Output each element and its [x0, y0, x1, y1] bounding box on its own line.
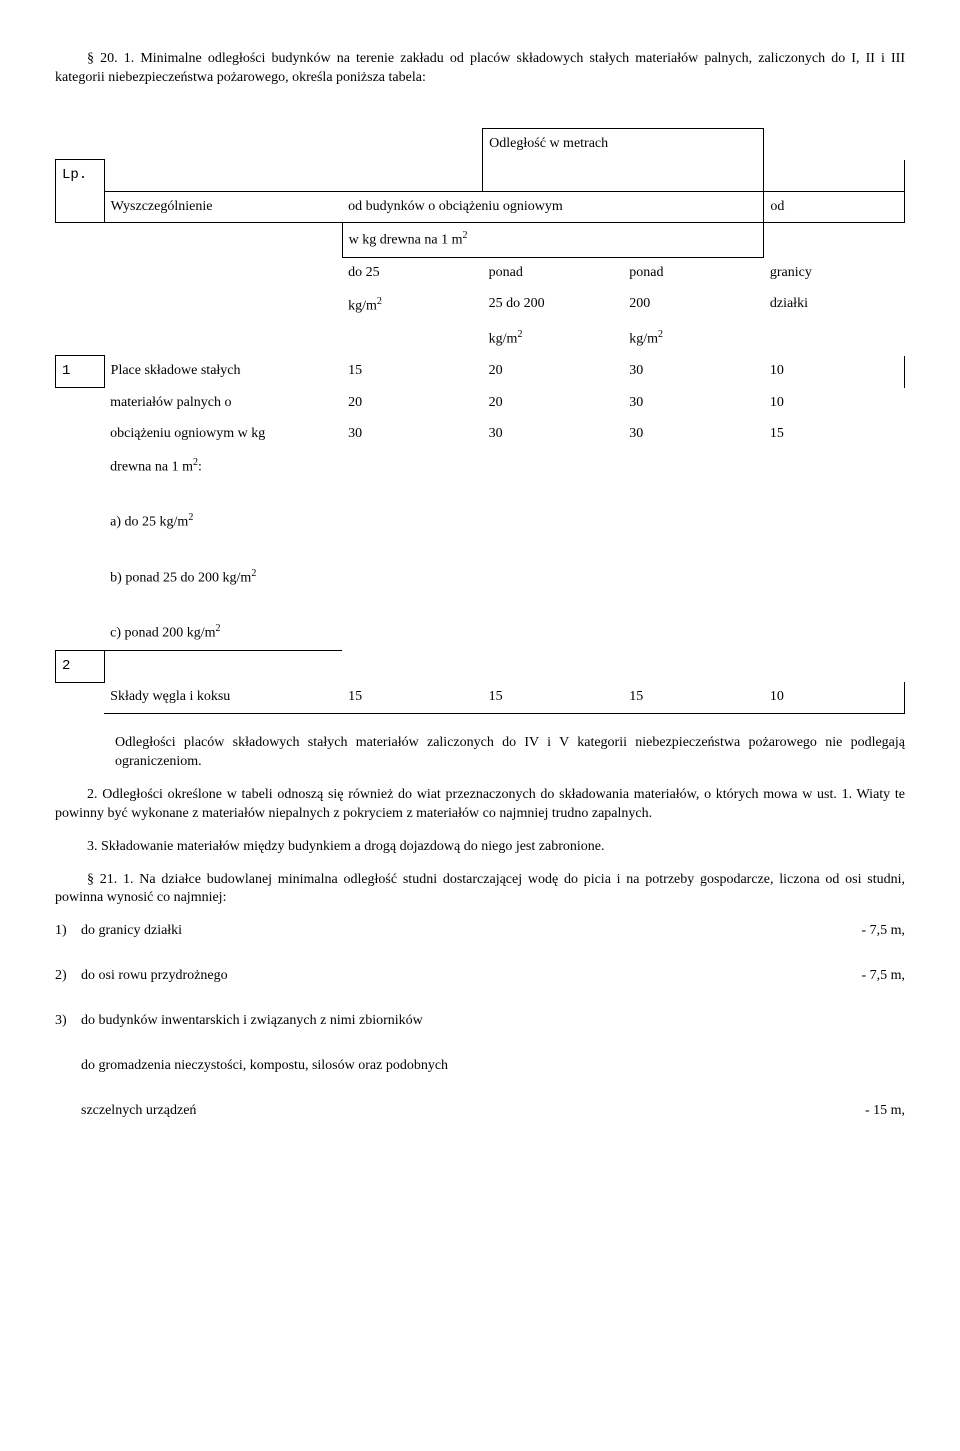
tbl-wkg: w kg drewna na 1 m2: [342, 223, 764, 258]
note-paragraph-1: Odległości placów składowych stałych mat…: [115, 734, 905, 772]
paragraph-3: 3. Składowanie materiałów między budynki…: [55, 838, 905, 857]
list-txt-2: do osi rowu przydrożnego: [81, 967, 825, 986]
tbl-do25: do 25: [342, 258, 483, 289]
tbl-sec1-h20: 20: [483, 356, 624, 388]
list-txt-1: do granicy działki: [81, 922, 825, 941]
tbl-r2c: 30: [623, 419, 764, 450]
tbl-kgm-c: kg/m2: [623, 322, 764, 356]
tbl-sec1-a: a) do 25 kg/m2: [104, 505, 342, 539]
tbl-r1d: 10: [764, 388, 905, 419]
tbl-od-bud: od budynków o obciążeniu ogniowym: [342, 191, 764, 223]
tbl-ponad2: ponad: [623, 258, 764, 289]
tbl-sec1-h10: 10: [764, 356, 905, 388]
tbl-dzialki: działki: [764, 289, 905, 323]
paragraph-2: 2. Odległości określone w tabeli odnoszą…: [55, 786, 905, 824]
tbl-kgm-b: kg/m2: [483, 322, 624, 356]
list-val-2: - 7,5 m,: [825, 967, 905, 986]
list-txt-3: do budynków inwentarskich i związanych z…: [81, 1012, 825, 1031]
list-item-3-sub1: do gromadzenia nieczystości, kompostu, s…: [81, 1057, 905, 1076]
tbl-r2a: 30: [342, 419, 483, 450]
list-txt-3-sub2: szczelnych urządzeń: [81, 1102, 825, 1121]
tbl-sec1-r2: obciążeniu ogniowym w kg: [104, 419, 342, 450]
tbl-od: od: [764, 191, 905, 223]
paragraph-21-1: § 21. 1. Na działce budowlanej minimalna…: [55, 871, 905, 909]
list-block: 1) do granicy działki - 7,5 m, 2) do osi…: [55, 922, 905, 1120]
tbl-sec2-b: 15: [483, 682, 624, 713]
list-num-2: 2): [55, 967, 81, 986]
distance-table: Odległość w metrach Lp. Wyszczególnienie…: [55, 128, 905, 714]
list-item-3: 3) do budynków inwentarskich i związanyc…: [55, 1012, 905, 1031]
list-item-3-sub2: szczelnych urządzeń - 15 m,: [81, 1102, 905, 1121]
intro-paragraph: § 20. 1. Minimalne odległości budynków n…: [55, 50, 905, 88]
tbl-wysz: Wyszczególnienie: [104, 191, 342, 223]
tbl-kgm-a: kg/m2: [342, 289, 483, 323]
tbl-lp2: 2: [56, 650, 105, 682]
tbl-sec2-a: 15: [342, 682, 483, 713]
list-item-2: 2) do osi rowu przydrożnego - 7,5 m,: [55, 967, 905, 986]
tbl-sec2-c: 15: [623, 682, 764, 713]
tbl-r2d: 15: [764, 419, 905, 450]
tbl-header-odl: Odległość w metrach: [483, 128, 764, 159]
tbl-sec1-b: b) ponad 25 do 200 kg/m2: [104, 561, 342, 595]
tbl-sec1-h15: 15: [342, 356, 483, 388]
tbl-r1c: 30: [623, 388, 764, 419]
tbl-lp1: 1: [56, 356, 105, 388]
tbl-sec2-label: Składy węgla i koksu: [104, 682, 342, 713]
list-val-3: - 15 m,: [825, 1102, 905, 1121]
tbl-ponad1: ponad: [483, 258, 624, 289]
tbl-granicy: granicy: [764, 258, 905, 289]
list-num-1: 1): [55, 922, 81, 941]
tbl-sec1-r3: drewna na 1 m2:: [104, 450, 342, 484]
list-txt-3-sub1: do gromadzenia nieczystości, kompostu, s…: [81, 1057, 825, 1076]
tbl-sec1-c: c) ponad 200 kg/m2: [104, 616, 342, 650]
tbl-sec1-r1: materiałów palnych o: [104, 388, 342, 419]
tbl-25-200: 25 do 200: [483, 289, 624, 323]
tbl-sec2-d: 10: [764, 682, 905, 713]
tbl-r1b: 20: [483, 388, 624, 419]
tbl-r1a: 20: [342, 388, 483, 419]
tbl-r2b: 30: [483, 419, 624, 450]
tbl-lp: Lp.: [56, 160, 105, 191]
list-val-1: - 7,5 m,: [825, 922, 905, 941]
tbl-200: 200: [623, 289, 764, 323]
list-item-1: 1) do granicy działki - 7,5 m,: [55, 922, 905, 941]
tbl-sec1-h30: 30: [623, 356, 764, 388]
tbl-sec1-head: Place składowe stałych: [104, 356, 342, 388]
list-num-3: 3): [55, 1012, 81, 1031]
